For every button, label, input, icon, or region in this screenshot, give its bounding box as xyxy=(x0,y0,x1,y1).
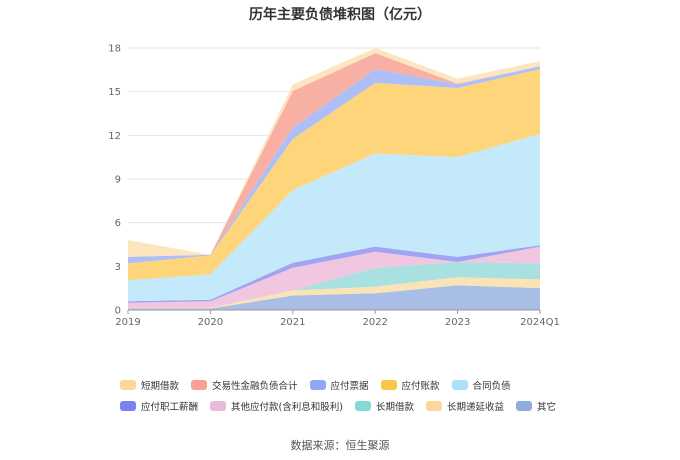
legend-label: 长期借款 xyxy=(375,401,414,413)
legend-label: 合同负债 xyxy=(472,380,511,392)
y-tick-label: 18 xyxy=(108,44,121,55)
legend-label: 其它 xyxy=(536,401,556,413)
axes: 0 3 6 9 12 15 18 2019 2020 2021 2022 2023 2024Q1 xyxy=(108,44,560,329)
legend-swatch xyxy=(425,400,442,411)
area-series-8 xyxy=(128,53,540,257)
area-series-2 xyxy=(128,261,540,308)
legend-item[interactable]: 合同负债 xyxy=(451,378,511,392)
data-source: 数据来源：恒生聚源 xyxy=(290,439,390,452)
x-tick-label: 2020 xyxy=(198,317,223,328)
legend-label: 其他应付款(含利息和股利) xyxy=(231,401,343,413)
legend-item[interactable]: 其他应付款(含利息和股利) xyxy=(210,399,343,413)
legend-label: 交易性金融负债合计 xyxy=(212,380,298,392)
legend-swatch xyxy=(515,400,532,411)
y-tick-label: 6 xyxy=(115,218,121,229)
legend-item[interactable]: 长期递延收益 xyxy=(425,399,504,413)
legend-label: 长期递延收益 xyxy=(446,401,504,413)
legend-swatch xyxy=(451,379,468,390)
area-series-1 xyxy=(128,277,540,309)
x-tick-label: 2022 xyxy=(362,317,387,328)
area-series-0 xyxy=(128,285,540,310)
legend-item[interactable]: 其它 xyxy=(515,399,556,413)
legend-label: 应付职工薪酬 xyxy=(141,401,199,413)
legend-item[interactable]: 长期借款 xyxy=(354,399,414,413)
area-series-5 xyxy=(128,133,540,302)
legend-item[interactable]: 交易性金融负债合计 xyxy=(191,378,298,392)
legend-item[interactable]: 应付职工薪酬 xyxy=(120,399,199,413)
x-tick-label: 2019 xyxy=(115,317,140,328)
area-series-3 xyxy=(128,246,540,308)
chart-title: 历年主要负债堆积图（亿元） xyxy=(249,7,431,23)
area-series-4 xyxy=(128,245,540,303)
legend: 短期借款 交易性金融负债合计 应付票据 应付账款 合同负债应付职工薪酬 其他应付款(含利息… xyxy=(120,378,580,413)
legend-label: 短期借款 xyxy=(141,380,180,392)
area-series-7 xyxy=(128,66,540,264)
legend-swatch xyxy=(354,400,371,411)
legend-swatch xyxy=(210,400,227,411)
legend-swatch xyxy=(380,379,397,390)
legend-item[interactable]: 应付票据 xyxy=(309,378,369,392)
legend-item[interactable]: 应付账款 xyxy=(380,378,440,392)
legend-item[interactable]: 短期借款 xyxy=(120,378,180,392)
area-series-6 xyxy=(128,69,540,281)
x-tick-label: 2024Q1 xyxy=(520,317,560,328)
y-tick-label: 0 xyxy=(115,306,121,317)
legend-label: 应付账款 xyxy=(401,380,440,392)
legend-swatch xyxy=(120,379,136,390)
legend-swatch xyxy=(309,379,326,390)
legend-label: 应付票据 xyxy=(330,380,369,392)
y-tick-label: 9 xyxy=(115,175,121,186)
area-series-group xyxy=(128,48,540,310)
y-tick-label: 3 xyxy=(115,262,121,273)
y-tick-label: 12 xyxy=(108,131,121,142)
stacked-area-chart: 0 3 6 9 12 15 18 2019 2020 2021 2022 2023 2024Q1 xyxy=(108,44,560,329)
x-tick-label: 2023 xyxy=(445,317,470,328)
legend-swatch xyxy=(191,379,208,390)
legend-swatch xyxy=(120,400,136,411)
x-tick-label: 2021 xyxy=(280,317,305,328)
y-tick-label: 15 xyxy=(108,87,121,98)
